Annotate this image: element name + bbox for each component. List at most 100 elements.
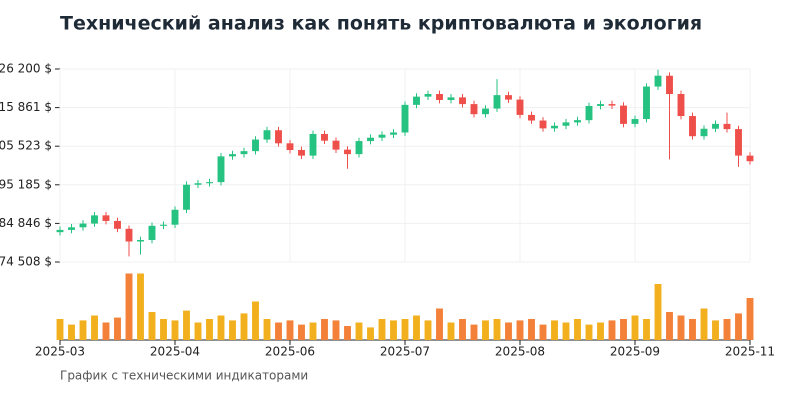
- candle-body: [102, 215, 110, 221]
- candle-body: [413, 96, 420, 105]
- volume-bar: [148, 312, 156, 340]
- candle-body: [459, 97, 466, 105]
- candle-body: [263, 130, 271, 140]
- candle-body: [286, 143, 294, 151]
- volume-bar: [102, 322, 110, 340]
- candle-body: [574, 120, 581, 123]
- candle-body: [516, 99, 524, 115]
- x-tick-label: 2025-09: [610, 345, 660, 359]
- volume-bar: [390, 320, 397, 340]
- volume-bar: [183, 310, 190, 340]
- candle-body: [229, 154, 236, 157]
- volume-bar: [735, 313, 742, 340]
- volume-bar: [194, 322, 202, 340]
- volume-bar: [666, 312, 673, 340]
- candle-body: [746, 155, 754, 162]
- x-tick-label: 2025-07: [380, 345, 430, 359]
- candle-body: [206, 182, 213, 184]
- volume-bar: [298, 324, 305, 340]
- candle-body: [79, 223, 87, 228]
- candle-body: [114, 220, 121, 229]
- volume-bar: [56, 319, 64, 340]
- candle-body: [240, 151, 248, 155]
- volume-bar: [79, 320, 87, 340]
- candle-body: [137, 240, 144, 242]
- candle-body: [482, 108, 489, 115]
- volume-bar: [137, 273, 144, 340]
- volume-bar: [217, 315, 225, 340]
- chart-title: Технический анализ как понять криптовалю…: [60, 13, 702, 35]
- candle-body: [148, 225, 156, 241]
- volume-bar: [562, 322, 570, 340]
- volume-bar: [620, 319, 627, 340]
- volume-bar: [470, 324, 478, 340]
- candle-body: [539, 120, 547, 129]
- volume-bar: [91, 315, 98, 340]
- candle-body: [424, 94, 432, 97]
- candle-body: [321, 133, 328, 141]
- chart-subtitle: График с техническими индикаторами: [60, 369, 308, 383]
- volume-bar: [114, 317, 121, 340]
- candle-body: [344, 149, 351, 155]
- candle-body: [68, 227, 75, 230]
- candle-body: [620, 105, 627, 124]
- y-tick-label: 84 846 $: [0, 216, 52, 230]
- volume-bar: [574, 319, 581, 340]
- x-tick-label: 2025-04: [150, 345, 200, 359]
- candle-body: [298, 150, 305, 156]
- volume-bar: [367, 327, 374, 340]
- volume-bar: [344, 326, 351, 340]
- candle-body: [700, 128, 708, 137]
- volume-bar: [229, 320, 236, 340]
- candle-body: [56, 229, 64, 233]
- candle-body: [91, 215, 98, 224]
- volume-bar: [321, 319, 328, 340]
- volume-bar: [597, 322, 604, 340]
- candle-body: [436, 94, 443, 100]
- candle-body: [470, 104, 478, 115]
- candle-body: [597, 104, 604, 106]
- volume-bar: [252, 301, 259, 340]
- volume-bar: [263, 319, 271, 340]
- candle-body: [493, 95, 501, 109]
- volume-bar: [585, 324, 593, 340]
- volume-bar: [286, 320, 294, 340]
- volume-bar: [528, 319, 535, 340]
- candle-body: [252, 139, 259, 152]
- candle-body: [390, 132, 397, 135]
- x-tick-label: 2025-06: [265, 345, 315, 359]
- candle-body: [367, 137, 374, 142]
- volume-bar: [643, 319, 650, 340]
- volume-bar: [401, 319, 409, 340]
- volume-bar: [447, 322, 455, 340]
- volume-bar: [275, 322, 282, 340]
- volume-bar: [436, 308, 443, 340]
- candle-body: [689, 116, 696, 137]
- candle-body: [355, 141, 363, 155]
- candle-body: [275, 130, 282, 144]
- candle-body: [654, 75, 662, 87]
- candle-body: [666, 75, 673, 95]
- volume-bar: [677, 315, 685, 340]
- volume-bar: [482, 320, 489, 340]
- candle-body: [505, 95, 512, 100]
- candle-body: [194, 183, 202, 185]
- candle-body: [551, 125, 558, 129]
- candle-body: [562, 122, 570, 126]
- volume-bar: [309, 322, 317, 340]
- candle-body: [171, 209, 179, 225]
- candle-body: [125, 228, 133, 242]
- volume-bar: [712, 320, 719, 340]
- volume-bar: [654, 284, 662, 340]
- candle-body: [447, 97, 455, 100]
- volume-bar: [689, 319, 696, 340]
- candle-body: [585, 105, 593, 121]
- candle-body: [378, 134, 386, 138]
- y-tick-label: 105 523 $: [0, 139, 52, 153]
- volume-bar: [332, 320, 340, 340]
- y-tick-label: 95 185 $: [0, 177, 52, 191]
- volume-bar: [723, 319, 731, 340]
- volume-bar: [206, 319, 213, 340]
- candle-body: [217, 156, 225, 183]
- candle-body: [160, 224, 167, 226]
